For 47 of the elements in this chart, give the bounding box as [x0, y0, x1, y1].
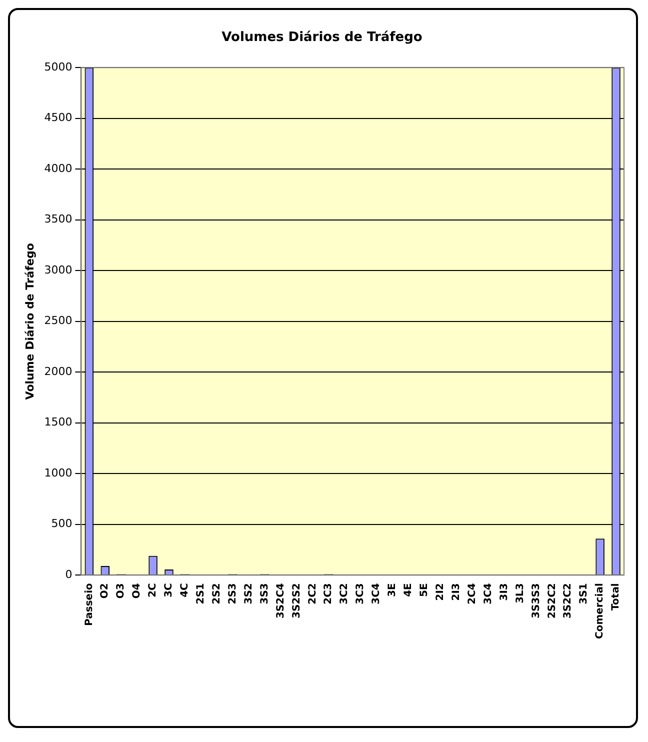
chart-title: Volumes Diários de Tráfego — [222, 30, 422, 46]
y-tick-label: 5000 — [44, 60, 72, 74]
x-tick-label: 2I3 — [450, 583, 462, 601]
x-tick-label: 4E — [403, 582, 414, 597]
x-tick-label: 2I2 — [435, 583, 446, 601]
x-tick-label: 2S1 — [196, 583, 207, 604]
y-tick-label: 4500 — [44, 111, 72, 124]
x-tick-label: 4C — [180, 583, 191, 598]
x-tick-label: Total — [610, 583, 622, 610]
x-tick-label: 3S2S2 — [291, 583, 302, 618]
x-tick-label: 3S2C2 — [562, 583, 574, 619]
x-tick-label: 3S1 — [578, 583, 590, 604]
x-tick-label: 2C — [148, 583, 159, 598]
x-tick-label: 2S2 — [211, 583, 222, 604]
x-tick-label: 3S3 — [259, 583, 270, 604]
x-tick-label: 2C4 — [466, 583, 478, 604]
y-tick-label: 3500 — [44, 212, 72, 226]
x-tick-label: 3S3S3 — [530, 583, 542, 618]
y-tick-label: 500 — [51, 517, 72, 530]
x-tick-label: 3C4 — [371, 583, 382, 604]
x-tick-label: O2 — [100, 583, 111, 599]
x-tick-label: 3L3 — [514, 583, 526, 604]
x-tick-label: O4 — [132, 583, 143, 599]
x-tick-label: 5E — [419, 582, 430, 597]
x-tick-label: O3 — [116, 583, 127, 599]
y-tick-label: 2000 — [44, 364, 72, 378]
x-tick-label: 3C2 — [339, 583, 350, 604]
x-tick-label: Comercial — [594, 583, 606, 639]
y-tick-label: 4000 — [44, 162, 72, 175]
x-tick-label: Passeio — [84, 583, 95, 626]
y-tick-label: 0 — [65, 568, 72, 581]
x-tick-label: 3S2C4 — [275, 583, 286, 619]
x-tick-label: 2C3 — [323, 583, 334, 604]
y-tick-label: 2500 — [44, 314, 72, 328]
y-tick-label: 3000 — [44, 263, 72, 276]
y-tick-label: 1000 — [44, 466, 72, 480]
x-tick-label: 3S2 — [243, 583, 254, 604]
x-tick-label: 3C4 — [482, 583, 494, 604]
x-tick-label: 2S3 — [227, 583, 238, 604]
y-axis-title: Volume Diário de Tráfego — [23, 242, 36, 400]
x-tick-label: 3C3 — [355, 583, 366, 604]
x-tick-label: 2S2C2 — [546, 583, 558, 619]
x-tick-label: 3C — [164, 583, 175, 598]
x-tick-label: 2C2 — [307, 583, 318, 604]
x-tick-label: 3I3 — [498, 583, 510, 601]
x-tick-label: 3E — [387, 582, 398, 597]
y-tick-label: 1500 — [44, 416, 72, 429]
